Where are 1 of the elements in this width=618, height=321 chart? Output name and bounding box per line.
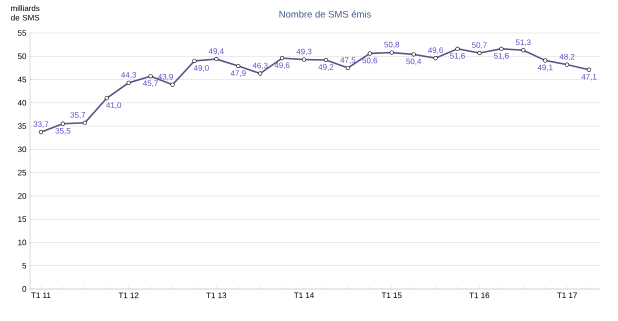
chart-title: Nombre de SMS émis — [280, 10, 371, 18]
